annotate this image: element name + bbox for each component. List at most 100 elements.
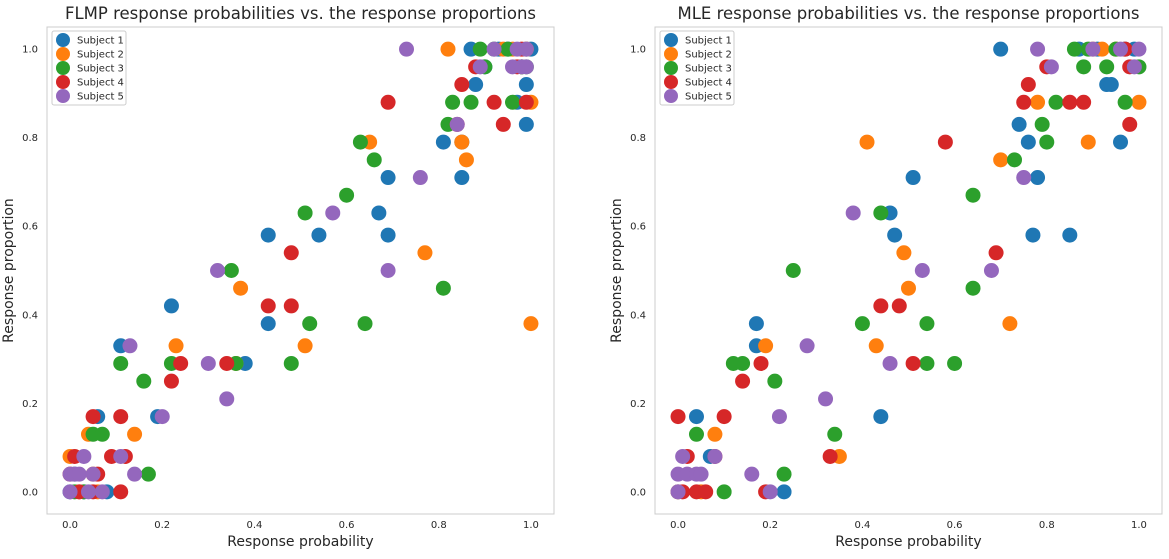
flmp-point-subject-3	[463, 94, 479, 110]
mle-point-subject-3	[1076, 59, 1092, 75]
flmp-point-subject-2	[454, 134, 470, 150]
mle-point-subject-3	[965, 187, 981, 203]
flmp-legend-label: Subject 1	[77, 36, 124, 47]
flmp-point-subject-4	[219, 355, 235, 371]
flmp-point-subject-3	[505, 94, 521, 110]
mle-point-subject-4	[1122, 116, 1138, 132]
flmp-legend-label: Subject 3	[77, 64, 124, 75]
mle-point-subject-4	[873, 298, 889, 314]
flmp-point-subject-2	[417, 245, 433, 261]
mle-point-subject-3	[1117, 94, 1133, 110]
mle-point-subject-1	[1062, 227, 1078, 243]
mle-point-subject-1	[1020, 134, 1036, 150]
mle-point-subject-2	[896, 245, 912, 261]
flmp-point-subject-5	[122, 338, 138, 354]
mle-y-tick-label: 1.0	[630, 45, 646, 56]
flmp-point-subject-1	[435, 134, 451, 150]
flmp-y-tick-label: 1.0	[22, 45, 38, 56]
mle-legend-label: Subject 1	[685, 36, 732, 47]
mle-point-subject-5	[1043, 59, 1059, 75]
mle-point-subject-4	[1062, 94, 1078, 110]
flmp-legend-box	[51, 30, 127, 106]
mle-legend-marker	[664, 89, 678, 103]
mle-point-subject-2	[859, 134, 875, 150]
mle-x-tick-label: 0.2	[762, 520, 778, 531]
flmp-point-subject-1	[454, 170, 470, 186]
flmp-point-subject-3	[339, 187, 355, 203]
flmp-x-tick-label: 1.0	[523, 520, 539, 531]
flmp-point-subject-5	[399, 41, 415, 57]
mle-point-subject-3	[965, 280, 981, 296]
mle-point-subject-5	[983, 263, 999, 278]
flmp-point-subject-5	[80, 484, 96, 500]
flmp-point-subject-5	[71, 466, 87, 482]
mle-point-subject-5	[799, 338, 815, 354]
mle-point-subject-4	[822, 448, 838, 464]
flmp-legend-label: Subject 4	[77, 78, 124, 89]
mle-point-subject-1	[905, 170, 921, 186]
mle-point-subject-5	[1030, 41, 1046, 57]
mle-legend: Subject 1 Subject 2 Subject 3 Subject 4 Subj…	[659, 30, 735, 106]
mle-point-subject-5	[1131, 41, 1147, 57]
flmp-x-tick-label: 0.4	[246, 520, 262, 531]
flmp-point-subject-3	[352, 134, 368, 150]
mle-point-subject-5	[744, 466, 760, 482]
flmp-point-subject-2	[440, 41, 456, 57]
mle-point-subject-3	[785, 263, 801, 278]
mle-point-subject-2	[1080, 134, 1096, 150]
flmp-point-subject-4	[113, 484, 129, 500]
flmp-point-subject-1	[260, 227, 276, 243]
mle-axes-frame	[654, 26, 1163, 515]
mle-point-subject-3	[1039, 134, 1055, 150]
mle-point-subject-2	[901, 280, 916, 296]
flmp-legend-marker	[56, 61, 70, 75]
flmp-point-subject-1	[163, 298, 179, 314]
flmp-point-subject-3	[140, 466, 156, 482]
mle-point-subject-1	[993, 41, 1009, 57]
mle-point-subject-3	[716, 484, 732, 500]
flmp-chart: FLMP response probabilities vs. the resp…	[1, 4, 555, 550]
mle-point-subject-5	[1016, 170, 1032, 186]
mle-point-subject-4	[735, 373, 751, 389]
flmp-point-subject-3	[94, 426, 110, 442]
flmp-point-subject-4	[495, 116, 511, 132]
mle-point-subject-3	[1034, 116, 1050, 132]
flmp-point-subject-2	[127, 426, 143, 442]
mle-point-subject-2	[1002, 316, 1018, 332]
flmp-y-tick-label: 0.2	[22, 399, 38, 410]
mle-point-subject-4	[988, 245, 1004, 261]
flmp-point-subject-1	[371, 205, 387, 221]
flmp-point-subject-3	[435, 280, 451, 296]
flmp-point-subject-1	[518, 77, 534, 93]
mle-point-subject-3	[854, 316, 870, 332]
flmp-point-subject-4	[454, 77, 470, 93]
mle-point-subject-1	[1030, 170, 1046, 186]
mle-point-subject-5	[818, 391, 834, 407]
mle-point-subject-2	[1131, 94, 1147, 110]
flmp-point-subject-3	[472, 41, 488, 57]
mle-point-subject-4	[1020, 77, 1036, 93]
mle-legend-box	[659, 30, 735, 106]
flmp-point-subject-4	[163, 373, 179, 389]
mle-y-tick-label: 0.2	[630, 399, 646, 410]
flmp-point-subject-1	[260, 316, 276, 332]
flmp-point-subject-4	[260, 298, 276, 314]
mle-point-subject-3	[873, 205, 889, 221]
mle-point-subject-1	[1011, 116, 1027, 132]
flmp-point-subject-4	[283, 245, 299, 261]
mle-point-subject-1	[1113, 134, 1129, 150]
flmp-legend-label: Subject 5	[77, 92, 124, 103]
flmp-point-subject-1	[380, 227, 396, 243]
mle-x-tick-label: 0.6	[947, 520, 963, 531]
mle-legend-label: Subject 4	[685, 78, 732, 89]
mle-y-tick-label: 0.0	[630, 487, 646, 498]
mle-point-subject-5	[1126, 59, 1142, 75]
mle-point-subject-2	[707, 426, 723, 442]
mle-point-subject-4	[698, 484, 714, 500]
flmp-point-subject-4	[173, 355, 189, 371]
flmp-series-subject-5	[62, 41, 534, 500]
mle-series-subject-3	[688, 41, 1147, 500]
flmp-point-subject-5	[518, 59, 534, 75]
mle-point-subject-3	[767, 373, 783, 389]
flmp-x-tick-label: 0.0	[62, 520, 78, 531]
